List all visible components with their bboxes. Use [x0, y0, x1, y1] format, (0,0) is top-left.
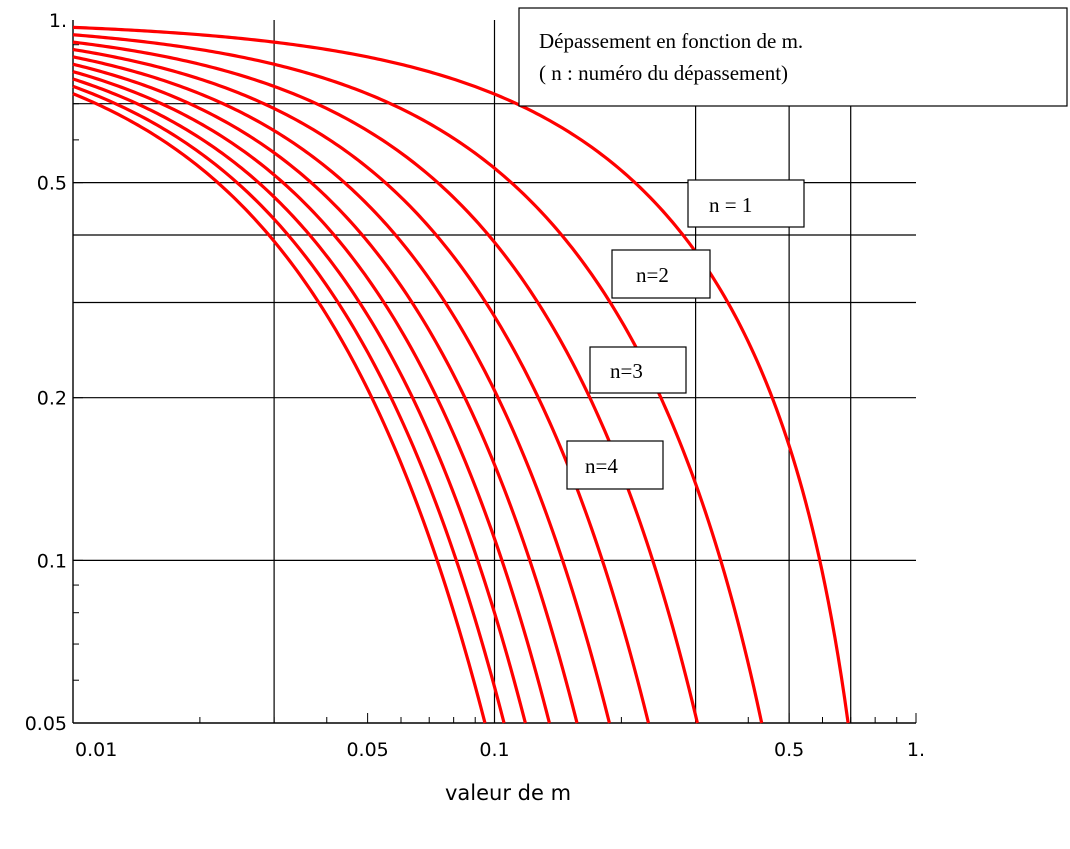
curve-n4 — [72, 47, 651, 724]
tick-labels: 0.01 0.05 0.1 0.5 1. 0.05 0.1 0.2 0.5 1. — [25, 10, 925, 761]
curves — [72, 25, 850, 724]
y-tick-label: 0.5 — [37, 173, 67, 195]
axes — [72, 20, 917, 724]
curve-n10 — [72, 92, 487, 724]
curve-n6 — [72, 62, 579, 724]
x-tick-label: 1. — [907, 739, 925, 761]
chart-subtitle: ( n : numéro du dépassement) — [539, 61, 788, 85]
curve-n5 — [72, 55, 611, 724]
label-n4-text: n=4 — [585, 454, 618, 478]
label-n2: n=2 — [611, 249, 711, 299]
curve-n8 — [72, 77, 527, 724]
title-box — [518, 7, 1068, 107]
label-n3-text: n=3 — [610, 359, 643, 383]
label-n2-text: n=2 — [636, 263, 669, 287]
y-tick-label: 1. — [49, 10, 67, 32]
curve-n1 — [72, 25, 850, 724]
x-axis-title: valeur de m — [445, 781, 571, 805]
y-tick-label: 0.1 — [37, 550, 67, 572]
x-tick-label: 0.5 — [774, 739, 804, 761]
label-n4: n=4 — [566, 440, 664, 490]
label-n1: n = 1 — [687, 179, 805, 228]
y-tick-label: 0.05 — [25, 713, 67, 735]
x-tick-label: 0.1 — [479, 739, 509, 761]
chart-title: Dépassement en fonction de m. — [539, 29, 803, 53]
curve-n3 — [72, 40, 699, 724]
curve-n9 — [72, 84, 506, 724]
y-tick-label: 0.2 — [37, 388, 67, 410]
label-n1-text: n = 1 — [709, 193, 752, 217]
x-tick-label: 0.05 — [346, 739, 388, 761]
label-n3: n=3 — [589, 346, 687, 394]
x-tick-label: 0.01 — [75, 739, 117, 761]
curve-n7 — [72, 70, 551, 724]
